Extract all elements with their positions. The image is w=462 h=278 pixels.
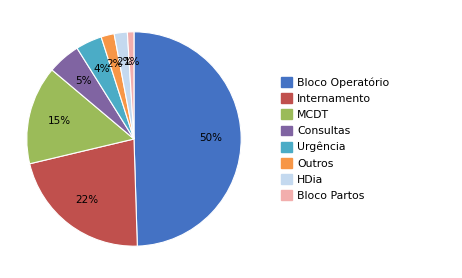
Text: 50%: 50% [200, 133, 223, 143]
Text: 22%: 22% [75, 195, 99, 205]
Wedge shape [52, 48, 134, 139]
Wedge shape [134, 32, 241, 246]
Text: 15%: 15% [47, 116, 71, 126]
Text: 4%: 4% [93, 64, 109, 74]
Legend: Bloco Operatório, Internamento, MCDT, Consultas, Urgência, Outros, HDia, Bloco P: Bloco Operatório, Internamento, MCDT, Co… [279, 75, 392, 203]
Wedge shape [27, 70, 134, 164]
Text: 5%: 5% [75, 76, 91, 86]
Wedge shape [77, 37, 134, 139]
Wedge shape [114, 32, 134, 139]
Text: 1%: 1% [123, 57, 140, 67]
Text: 2%: 2% [116, 58, 133, 68]
Text: 2%: 2% [107, 59, 123, 69]
Wedge shape [101, 34, 134, 139]
Wedge shape [128, 32, 134, 139]
Wedge shape [30, 139, 137, 246]
